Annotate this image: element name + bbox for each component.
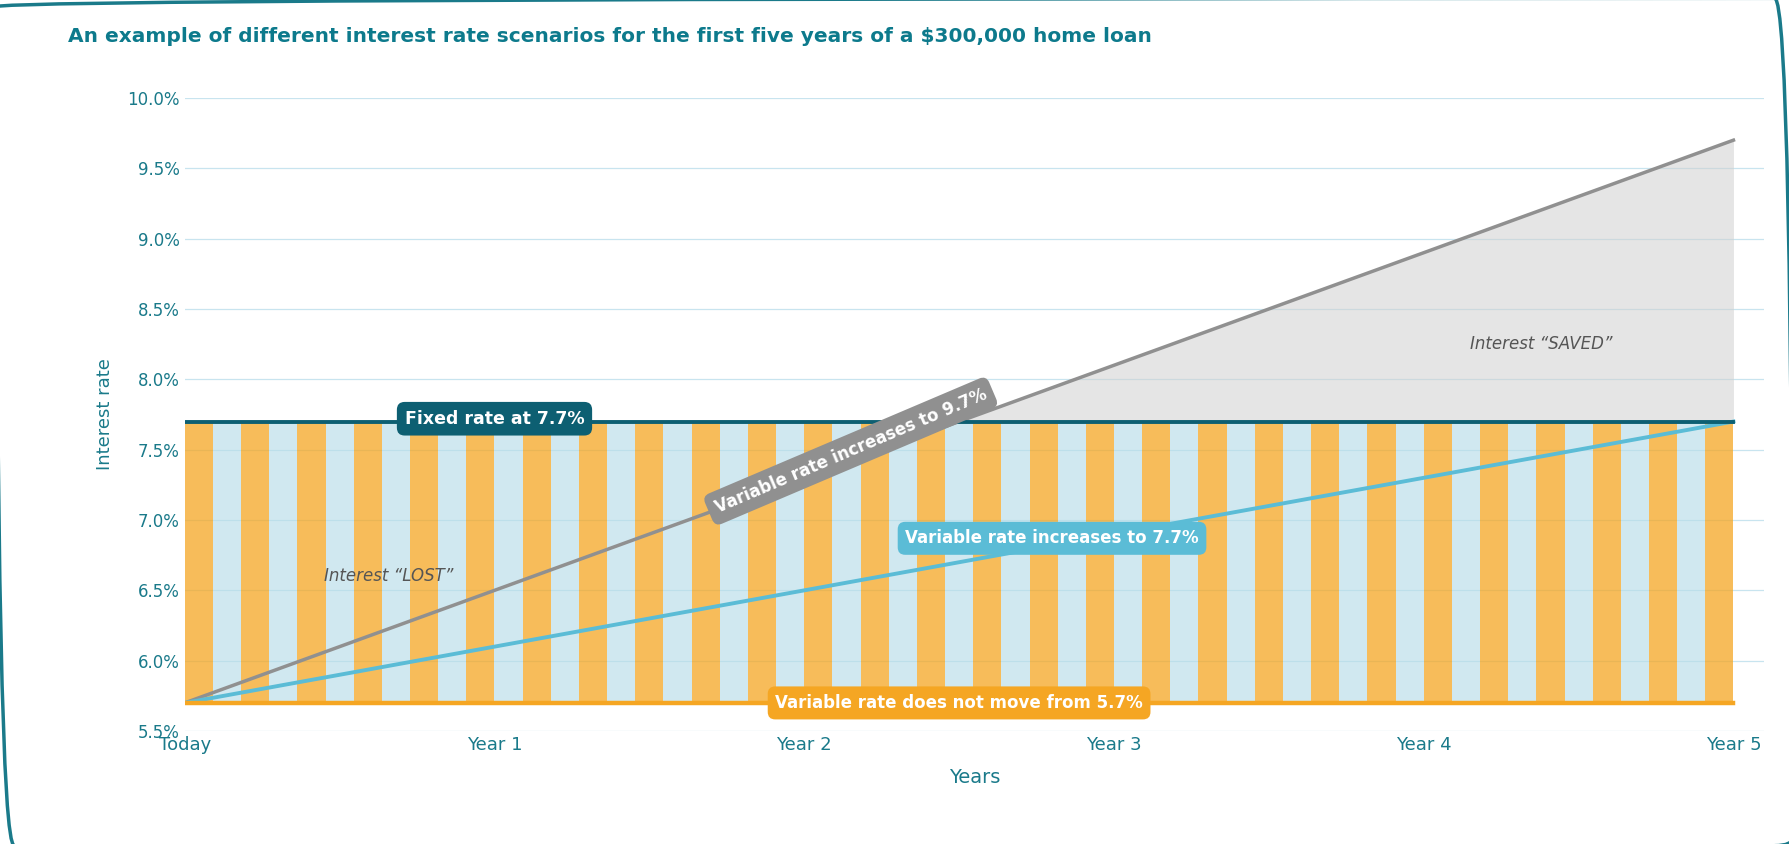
Text: Variable rate does not move from 5.7%: Variable rate does not move from 5.7% <box>775 694 1143 711</box>
Text: An example of different interest rate scenarios for the first five years of a $3: An example of different interest rate sc… <box>68 27 1152 46</box>
Text: Fixed rate at 7.7%: Fixed rate at 7.7% <box>404 409 585 428</box>
Y-axis label: Interest rate: Interest rate <box>95 359 113 470</box>
Text: Variable rate increases to 9.7%: Variable rate increases to 9.7% <box>712 386 989 517</box>
Text: Variable rate increases to 7.7%: Variable rate increases to 7.7% <box>905 529 1199 547</box>
Text: Interest “SAVED”: Interest “SAVED” <box>1471 335 1612 353</box>
Text: Interest “LOST”: Interest “LOST” <box>324 567 454 585</box>
X-axis label: Years: Years <box>948 768 1000 787</box>
